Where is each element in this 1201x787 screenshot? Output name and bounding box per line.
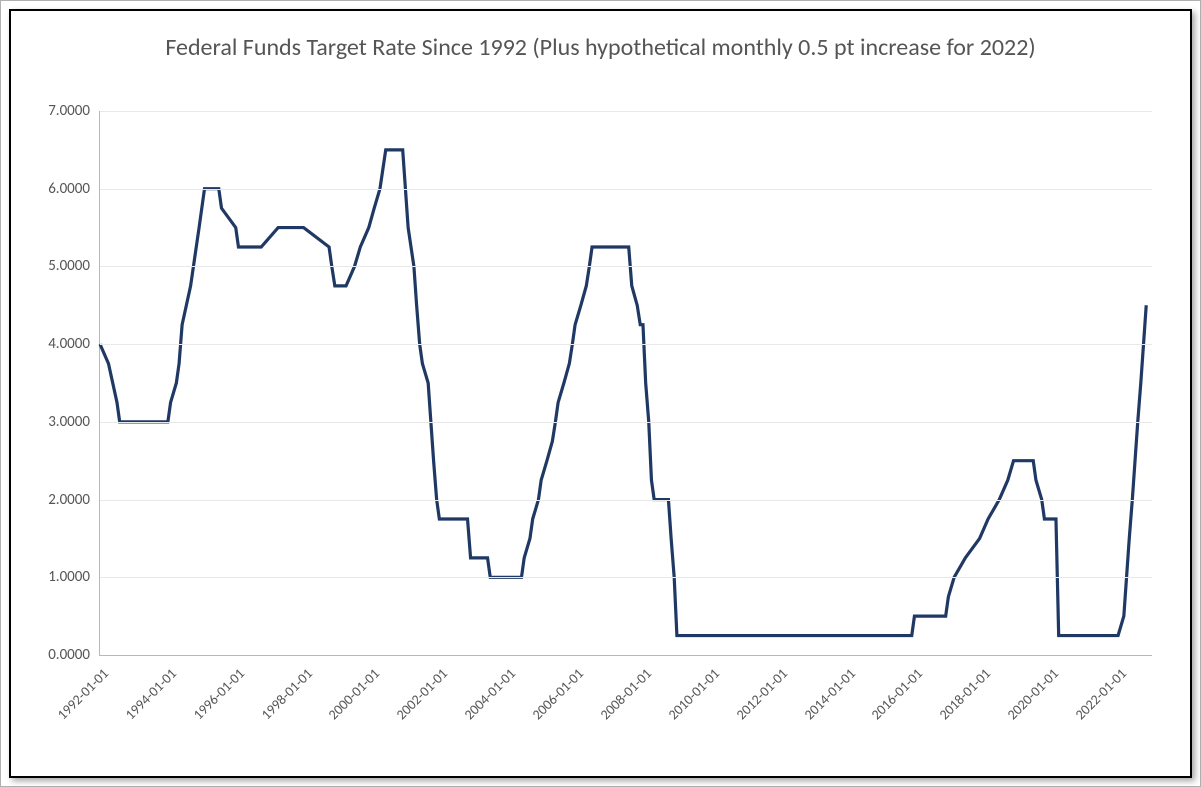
x-axis-tick-label: 2010-01-01 [665, 665, 723, 723]
x-axis-tick-label: 2018-01-01 [936, 665, 994, 723]
gridline [100, 266, 1152, 267]
chart-outer-frame: Federal Funds Target Rate Since 1992 (Pl… [0, 0, 1201, 787]
y-axis-tick-label: 6.0000 [48, 180, 100, 198]
x-axis-tick-label: 2022-01-01 [1072, 665, 1130, 723]
x-axis-tick-label: 2002-01-01 [393, 665, 451, 723]
x-axis-tick-label: 2000-01-01 [325, 665, 383, 723]
gridline [100, 189, 1152, 190]
x-axis-tick-label: 1998-01-01 [257, 665, 315, 723]
gridline [100, 422, 1152, 423]
x-axis-tick-label: 2020-01-01 [1004, 665, 1062, 723]
gridline [100, 500, 1152, 501]
x-axis-tick-label: 2016-01-01 [868, 665, 926, 723]
y-axis-tick-label: 7.0000 [48, 102, 100, 120]
x-axis-tick-label: 2006-01-01 [529, 665, 587, 723]
x-axis-tick-label: 1996-01-01 [190, 665, 248, 723]
gridline [100, 111, 1152, 112]
gridline [100, 577, 1152, 578]
x-axis-tick-label: 2008-01-01 [597, 665, 655, 723]
x-axis-tick-label: 2014-01-01 [800, 665, 858, 723]
line-series [100, 111, 1152, 655]
x-axis-tick-label: 2004-01-01 [461, 665, 519, 723]
y-axis-tick-label: 3.0000 [48, 413, 100, 431]
plot-area: 0.00001.00002.00003.00004.00005.00006.00… [99, 111, 1152, 656]
y-axis-tick-label: 0.0000 [48, 646, 100, 664]
chart-title: Federal Funds Target Rate Since 1992 (Pl… [21, 21, 1180, 69]
y-axis-tick-label: 4.0000 [48, 335, 100, 353]
y-axis-tick-label: 1.0000 [48, 568, 100, 586]
series-fed-funds-target [100, 150, 1146, 636]
gridline [100, 344, 1152, 345]
x-axis-tick-label: 1994-01-01 [122, 665, 180, 723]
chart-container: Federal Funds Target Rate Since 1992 (Pl… [21, 21, 1180, 766]
y-axis-tick-label: 5.0000 [48, 257, 100, 275]
x-axis-tick-label: 2012-01-01 [732, 665, 790, 723]
chart-shadow-frame: Federal Funds Target Rate Since 1992 (Pl… [9, 9, 1192, 778]
plot-wrapper: 0.00001.00002.00003.00004.00005.00006.00… [99, 111, 1152, 656]
y-axis-tick-label: 2.0000 [48, 491, 100, 509]
x-axis-tick-label: 1992-01-01 [54, 665, 112, 723]
